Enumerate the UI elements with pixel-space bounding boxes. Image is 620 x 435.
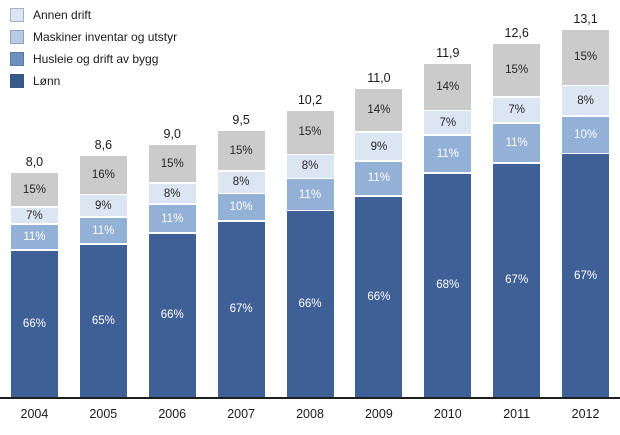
bar-total-label: 10,2: [297, 93, 323, 108]
bar-segment: 16%: [79, 156, 127, 194]
bar-segment: 7%: [10, 207, 58, 224]
bar-segment: 8%: [562, 86, 610, 116]
bar-segment: 10%: [562, 116, 610, 153]
bar-segment: 15%: [217, 131, 265, 171]
stacked-bar: 15% 8% 11% 66%: [286, 111, 334, 397]
stacked-bar: 15% 7% 11% 67%: [493, 44, 541, 397]
plot-area: 8,0 15% 7% 11% 66% 8,6 16% 9% 11% 65% 9,0 15% 8% 11% 6…: [0, 0, 620, 399]
legend-item-label: Maskiner inventar og utstyr: [33, 30, 178, 44]
bar-column: 13,1 15% 8% 10% 67%: [551, 0, 620, 397]
stacked-bar: 15% 7% 11% 66%: [10, 173, 58, 397]
bar-segment: 67%: [217, 221, 265, 397]
chart-legend: Annen drift Maskiner inventar og utstyr Hu…: [10, 8, 177, 88]
bar-total-label: 8,0: [25, 155, 44, 169]
bar-column: 8,6 16% 9% 11% 65%: [69, 0, 138, 398]
stacked-bar: 15% 8% 10% 67%: [217, 131, 265, 397]
bar-column: 11,9 14% 7% 11% 68%: [413, 0, 482, 397]
bar-segment: 15%: [148, 145, 196, 183]
bar-segment: 9%: [79, 195, 127, 217]
bar-total-label: 9,0: [163, 127, 181, 141]
bar-column: 9,5 15% 8% 10% 67%: [207, 0, 276, 397]
bar-segment: 11%: [10, 224, 58, 250]
bar-column: 10,2 15% 8% 11% 66%: [276, 0, 345, 397]
bar-segment: 10%: [217, 194, 265, 221]
legend-swatch-icon: [10, 74, 24, 88]
legend-item: Lønn: [10, 74, 177, 88]
bar-segment: 8%: [217, 171, 265, 193]
x-axis-label: 2008: [296, 407, 324, 421]
bar-segment: 7%: [493, 97, 541, 123]
bar-segment: 11%: [355, 161, 403, 196]
bar-column: 9,0 15% 8% 11% 66%: [138, 0, 207, 397]
bar-segment: 66%: [286, 211, 334, 397]
bar-total-label: 8,6: [94, 138, 113, 153]
bar-segment: 7%: [424, 111, 472, 135]
bar-total-label: 13,1: [573, 12, 598, 27]
bar-segment: 15%: [493, 44, 541, 97]
bar-segment: 15%: [10, 173, 58, 207]
bar-column: 12,6 15% 7% 11% 67%: [482, 0, 551, 397]
x-axis-label: 2012: [571, 407, 600, 421]
bar-segment: 66%: [10, 250, 58, 397]
stacked-bar: 15% 8% 10% 67%: [562, 30, 610, 397]
legend-item: Annen drift: [10, 8, 177, 22]
bar-segment: 11%: [148, 204, 196, 233]
bar-total-label: 9,5: [232, 113, 250, 127]
bar-segment: 11%: [286, 179, 334, 210]
x-axis-label: 2004: [20, 407, 49, 421]
legend-item: Husleie og drift av bygg: [10, 52, 177, 66]
bar-segment: 67%: [493, 163, 541, 397]
bar-segment: 65%: [79, 244, 127, 398]
bar-segment: 14%: [424, 63, 472, 110]
bar-column: 8,0 15% 7% 11% 66%: [0, 0, 69, 397]
bar-segment: 11%: [79, 217, 127, 244]
legend-item-label: Lønn: [33, 74, 61, 88]
bar-total-label: 11,0: [367, 71, 391, 85]
x-axis-label: 2011: [503, 407, 531, 421]
bar-segment: 66%: [355, 196, 403, 397]
stacked-bar: 15% 8% 11% 66%: [148, 145, 196, 397]
x-axis-label: 2007: [227, 407, 256, 421]
bar-segment: 15%: [562, 30, 610, 85]
x-axis-label: 2009: [364, 407, 393, 421]
bar-segment: 8%: [148, 183, 196, 204]
legend-item-label: Husleie og drift av bygg: [33, 52, 159, 66]
bar-segment: 8%: [286, 155, 334, 178]
bar-segment: 9%: [355, 132, 403, 161]
legend-swatch-icon: [10, 52, 24, 66]
bar-segment: 67%: [562, 154, 610, 397]
legend-item: Maskiner inventar og utstyr: [10, 30, 177, 44]
legend-swatch-icon: [10, 8, 24, 22]
bar-column: 11,0 14% 9% 11% 66%: [344, 0, 413, 397]
bar-segment: 15%: [286, 111, 334, 154]
legend-item-label: Annen drift: [33, 8, 92, 22]
x-axis-label: 2005: [89, 407, 118, 421]
bar-segment: 66%: [148, 233, 196, 397]
x-axis-label: 2010: [433, 407, 462, 421]
bar-segment: 68%: [424, 173, 472, 397]
bar-segment: 11%: [424, 135, 472, 172]
bar-total-label: 12,6: [504, 26, 529, 41]
legend-swatch-icon: [10, 30, 24, 44]
stacked-bar: 14% 9% 11% 66%: [355, 89, 403, 397]
stacked-bar: 16% 9% 11% 65%: [79, 156, 127, 398]
bar-total-label: 11,9: [436, 45, 460, 60]
bar-segment: 11%: [493, 123, 541, 163]
x-axis: 2004 2005 2006 2007 2008 2009 2010 2011 2012: [0, 399, 620, 421]
x-axis-label: 2006: [158, 407, 187, 421]
bar-segment: 14%: [355, 89, 403, 132]
stacked-bar: 14% 7% 11% 68%: [424, 63, 472, 397]
